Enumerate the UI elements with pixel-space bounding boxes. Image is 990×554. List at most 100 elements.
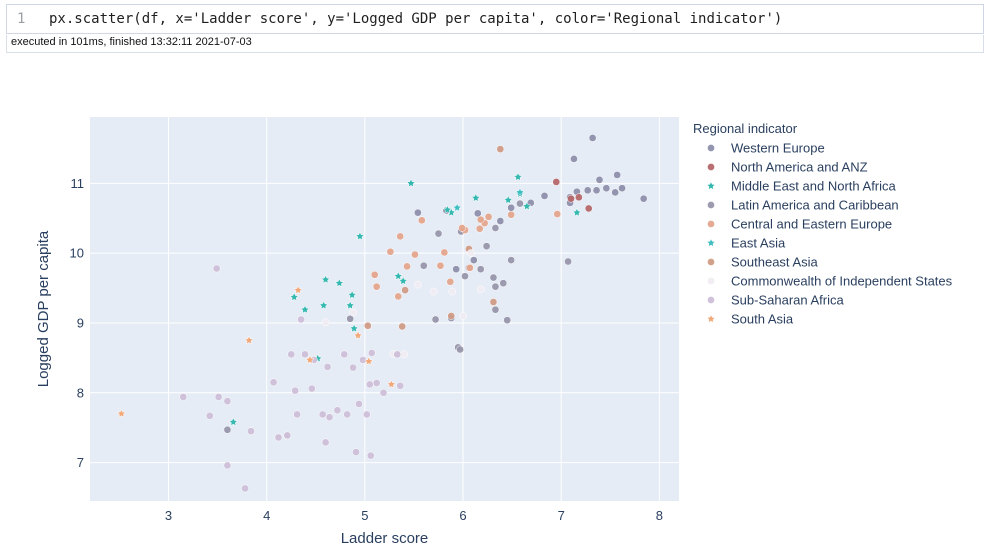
data-point[interactable] [396,232,405,241]
data-point[interactable] [400,350,408,359]
data-point[interactable] [592,186,601,195]
data-point[interactable] [459,312,467,320]
data-point[interactable] [283,431,292,440]
data-point[interactable] [346,314,354,323]
data-point[interactable] [321,318,330,327]
data-point[interactable] [496,145,505,153]
data-point[interactable] [467,249,475,257]
data-point[interactable] [343,410,352,419]
data-point[interactable] [349,323,359,333]
data-point[interactable] [496,217,505,225]
data-point[interactable] [513,172,523,182]
data-point[interactable] [291,386,300,395]
data-point[interactable] [567,194,575,203]
legend-marker[interactable] [707,163,715,171]
data-point[interactable] [417,216,426,225]
code-text[interactable]: px.scatter(df, x='Ladder score', y='Logg… [49,11,783,27]
legend-marker[interactable] [707,201,715,209]
data-point[interactable] [583,186,592,195]
legend-item[interactable]: East Asia [706,236,786,251]
data-point[interactable] [584,204,593,213]
data-point[interactable] [393,271,403,281]
data-point[interactable] [305,355,315,364]
data-point[interactable] [442,204,452,214]
data-point[interactable] [552,178,561,186]
legend-marker[interactable] [707,296,715,304]
data-point[interactable] [522,201,532,211]
data-point[interactable] [205,411,214,420]
data-point[interactable] [372,282,381,291]
data-point[interactable] [447,312,456,320]
data-point[interactable] [436,261,445,270]
data-point[interactable] [349,363,357,372]
data-point[interactable] [223,425,232,434]
data-point[interactable] [458,224,466,232]
legend-marker[interactable] [706,181,716,190]
data-point[interactable] [482,242,491,251]
data-point[interactable] [431,315,440,324]
data-point[interactable] [440,248,449,257]
legend-item[interactable]: North America and ANZ [707,160,868,175]
data-point[interactable] [503,195,513,205]
data-point[interactable] [320,274,331,284]
data-point[interactable] [223,461,232,470]
data-point[interactable] [318,410,327,419]
data-point[interactable] [553,210,562,218]
data-point[interactable] [515,187,525,197]
data-point[interactable] [476,265,485,274]
data-point[interactable] [345,300,355,310]
data-point[interactable] [639,194,648,203]
data-point[interactable] [471,193,481,202]
data-point[interactable] [484,212,493,221]
legend-item[interactable]: Latin America and Caribbean [707,198,899,213]
data-point[interactable] [507,203,515,212]
data-point[interactable] [613,171,622,179]
data-point[interactable] [507,210,515,219]
data-point[interactable] [293,285,303,295]
data-point[interactable] [228,417,238,427]
data-point[interactable] [588,134,597,142]
legend-marker[interactable] [706,314,716,323]
data-point[interactable] [499,279,508,288]
data-point[interactable] [241,484,249,493]
legend[interactable]: Regional indicator Western Europe North A… [693,121,953,327]
data-point[interactable] [323,363,332,371]
legend-marker[interactable] [707,220,715,228]
data-point[interactable] [452,202,462,212]
data-point[interactable] [347,290,357,300]
data-point[interactable] [321,438,330,447]
data-point[interactable] [489,298,498,306]
data-point[interactable] [398,322,407,331]
data-point[interactable] [355,231,365,241]
data-point[interactable] [602,184,611,193]
data-point[interactable] [434,229,443,238]
data-point[interactable] [456,345,464,354]
legend-item[interactable]: Western Europe [707,141,825,156]
data-point[interactable] [333,406,342,415]
data-point[interactable] [572,207,582,217]
data-point[interactable] [461,272,469,281]
data-point[interactable] [489,273,498,282]
legend-item[interactable]: South Asia [706,312,794,327]
data-point[interactable] [308,384,316,393]
data-point[interactable] [293,410,301,419]
data-point[interactable] [363,321,372,330]
data-point[interactable] [355,400,363,408]
data-point[interactable] [540,192,549,200]
data-point[interactable] [352,448,360,456]
data-point[interactable] [611,188,620,197]
data-point[interactable] [475,224,484,233]
data-point[interactable] [473,209,482,218]
data-point[interactable] [503,316,512,325]
legend-item[interactable]: Southeast Asia [707,255,818,270]
data-point[interactable] [367,349,376,357]
data-point[interactable] [287,350,296,359]
legend-marker[interactable] [707,258,715,266]
data-point[interactable] [570,155,578,163]
data-point[interactable] [223,397,232,406]
data-point[interactable] [401,286,409,294]
data-point[interactable] [370,270,379,279]
data-point[interactable] [491,224,500,232]
data-point[interactable] [411,250,419,259]
